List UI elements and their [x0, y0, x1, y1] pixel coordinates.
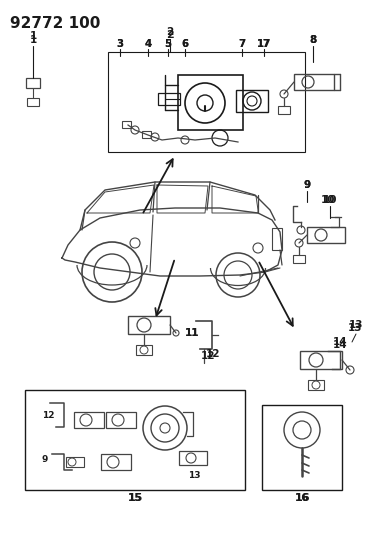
Text: 3: 3 [117, 39, 123, 49]
Bar [26, 78, 40, 88]
Text: 1: 1 [29, 31, 37, 41]
Text: 12: 12 [201, 351, 215, 361]
Text: 16: 16 [294, 493, 310, 503]
Circle shape [143, 406, 187, 450]
Text: 10: 10 [323, 195, 337, 205]
Text: 6: 6 [182, 39, 188, 49]
Circle shape [216, 253, 260, 297]
Text: 13: 13 [349, 320, 363, 330]
Bar [106, 412, 136, 428]
Bar [294, 74, 334, 90]
Bar [108, 52, 305, 152]
Text: 14: 14 [333, 340, 347, 350]
Text: 14: 14 [333, 337, 347, 347]
Bar [307, 227, 345, 243]
Bar [74, 412, 104, 428]
Text: 2: 2 [166, 30, 174, 40]
Text: 7: 7 [239, 39, 245, 49]
Text: 15: 15 [127, 493, 143, 503]
Bar [293, 255, 305, 263]
Bar [128, 316, 170, 334]
Text: 13: 13 [348, 323, 362, 333]
Text: 9: 9 [303, 180, 310, 190]
Text: 7: 7 [238, 39, 246, 49]
Bar [308, 380, 324, 390]
Text: 3: 3 [116, 39, 124, 49]
Text: 92772 100: 92772 100 [10, 16, 100, 31]
Text: 4: 4 [144, 39, 152, 49]
Text: 1: 1 [29, 35, 37, 45]
Text: 17: 17 [257, 39, 271, 49]
Text: 11: 11 [185, 328, 199, 338]
Text: 11: 11 [185, 328, 199, 338]
Text: 5: 5 [165, 39, 171, 49]
Text: 6: 6 [181, 39, 189, 49]
Text: 8: 8 [309, 35, 317, 45]
Text: 12: 12 [206, 349, 220, 359]
Circle shape [82, 242, 142, 302]
Bar [101, 454, 131, 470]
Text: 4: 4 [145, 39, 151, 49]
Bar [236, 90, 268, 112]
Bar [262, 405, 342, 490]
Bar [272, 228, 282, 250]
Bar [300, 351, 342, 369]
Text: 2: 2 [167, 27, 174, 37]
Text: 13: 13 [188, 471, 200, 480]
Text: 15: 15 [128, 493, 142, 503]
Text: 17: 17 [257, 39, 271, 49]
Bar [25, 390, 245, 490]
Text: 9: 9 [42, 456, 48, 464]
Bar [27, 98, 39, 106]
Text: 9: 9 [303, 180, 310, 190]
Circle shape [284, 412, 320, 448]
Bar [178, 75, 243, 130]
Bar [179, 451, 207, 465]
Text: 12: 12 [42, 410, 55, 419]
Bar [278, 106, 290, 114]
Bar [66, 457, 84, 467]
Bar [158, 93, 180, 105]
Text: 16: 16 [295, 493, 309, 503]
Bar [136, 345, 152, 355]
Bar [142, 131, 151, 138]
Text: 8: 8 [309, 35, 317, 45]
Text: 5: 5 [164, 39, 172, 49]
Text: 10: 10 [321, 195, 335, 205]
Bar [122, 121, 131, 128]
